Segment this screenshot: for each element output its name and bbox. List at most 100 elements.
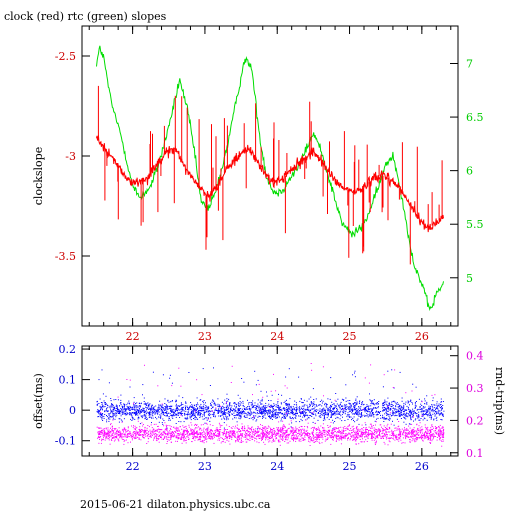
offset-point [418,416,420,418]
offset-point [260,390,262,392]
offset-point [408,401,409,403]
offset-point [392,414,393,416]
roundtrip-point [281,427,283,428]
roundtrip-point [188,438,190,440]
offset-point [101,417,103,419]
roundtrip-point [130,441,131,443]
roundtrip-point [381,437,382,439]
offset-point [234,405,235,407]
offset-point [263,416,265,418]
roundtrip-point [396,428,398,430]
offset-point [204,418,206,420]
roundtrip-point [219,424,221,426]
offset-point [120,399,122,401]
offset-point [176,408,178,410]
roundtrip-point [271,433,273,435]
offset-point [377,407,379,409]
offset-point [238,412,240,413]
offset-point [164,406,166,408]
offset-point [194,419,196,421]
roundtrip-point [175,426,177,428]
offset-point [392,408,394,409]
offset-point [435,407,437,409]
roundtrip-point [354,440,356,442]
offset-point [143,410,145,412]
offset-point [218,405,220,407]
offset-point [207,408,209,410]
roundtrip-point [359,435,361,437]
roundtrip-point [351,426,353,428]
roundtrip-point [221,441,223,443]
offset-point [389,408,391,410]
roundtrip-point [335,437,337,438]
offset-point [392,414,394,416]
roundtrip-point [198,437,200,439]
offset-point [364,411,366,413]
roundtrip-point [178,429,180,431]
offset-point [321,410,323,412]
roundtrip-point [97,437,98,439]
roundtrip-point [305,434,307,435]
roundtrip-point [131,435,133,437]
roundtrip-point [303,428,305,430]
roundtrip-point [431,435,433,437]
offset-point [179,412,181,414]
offset-point [218,406,220,408]
roundtrip-point [178,367,180,369]
roundtrip-point [351,435,353,437]
offset-point [202,418,204,420]
roundtrip-point [348,432,350,434]
offset-point [385,403,387,405]
roundtrip-point [203,427,205,429]
offset-point [197,412,199,414]
offset-point [149,411,151,413]
offset-point [167,400,169,402]
roundtrip-point [394,369,396,371]
offset-point [259,406,261,408]
offset-point [221,418,223,420]
offset-point [200,407,202,409]
offset-point [165,408,167,410]
offset-point [304,408,306,410]
offset-point [285,403,287,405]
roundtrip-point [377,437,379,439]
roundtrip-point [247,430,249,432]
offset-point [370,405,372,407]
offset-point [424,398,426,400]
offset-point [156,409,158,411]
offset-point [259,407,261,409]
offset-point [113,413,115,415]
offset-point [394,412,396,414]
roundtrip-point [359,429,361,430]
roundtrip-point [420,435,422,437]
offset-point [100,412,101,414]
roundtrip-point [324,430,326,432]
roundtrip-point [179,430,180,432]
roundtrip-point [192,438,194,439]
offset-point [155,409,157,411]
roundtrip-point [114,439,116,441]
roundtrip-point [314,436,316,438]
offset-point [359,407,361,409]
roundtrip-point [205,433,207,435]
roundtrip-point [138,431,140,433]
offset-point [133,411,135,413]
offset-point [271,405,273,407]
offset-point [220,407,222,409]
offset-point [229,414,231,416]
offset-point [233,415,235,417]
roundtrip-point [330,443,332,445]
offset-point [204,411,206,413]
offset-point [131,420,133,421]
roundtrip-point [439,428,441,430]
roundtrip-point [317,428,319,430]
offset-point [441,408,443,410]
offset-point [246,408,248,410]
offset-point [203,415,205,417]
offset-point [254,402,256,404]
offset-point [136,409,138,411]
roundtrip-point [126,430,128,432]
roundtrip-point [309,441,311,443]
roundtrip-point [382,436,384,438]
offset-point [329,406,331,408]
